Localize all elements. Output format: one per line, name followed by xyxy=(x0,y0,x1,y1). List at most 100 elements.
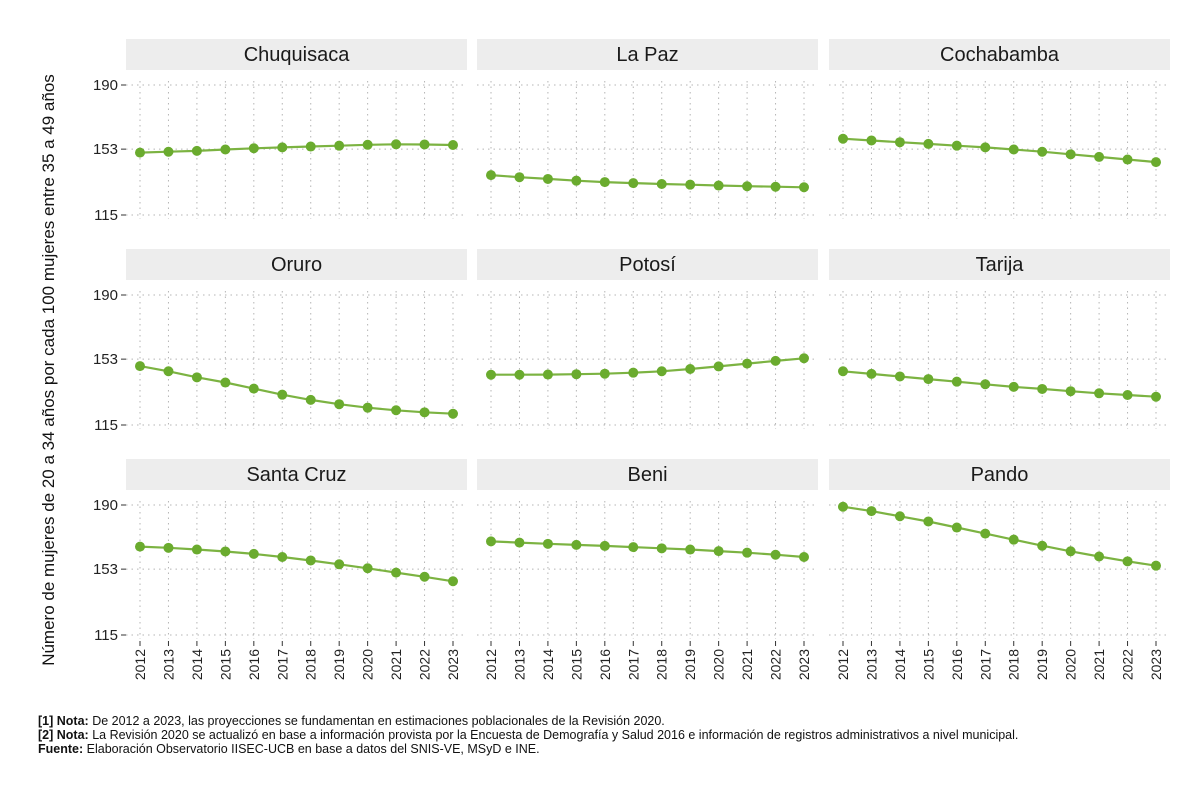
panel-chuquisaca: Chuquisaca 190 153 115 xyxy=(93,39,467,224)
data-point xyxy=(1122,556,1133,567)
panel-title: Santa Cruz xyxy=(246,464,346,486)
data-point xyxy=(656,366,667,377)
panel-title: Beni xyxy=(627,464,667,486)
data-point xyxy=(838,133,848,144)
data-point xyxy=(1065,149,1076,160)
panel-strip xyxy=(829,459,1170,490)
x-tick-label: 2015 xyxy=(920,649,936,680)
x-tick-label: 2015 xyxy=(217,649,233,680)
data-point xyxy=(685,544,696,555)
x-tick-label: 2023 xyxy=(445,649,461,680)
x-tick-label: 2020 xyxy=(360,649,376,680)
series-line xyxy=(842,137,1157,164)
series-line xyxy=(139,365,454,415)
x-tick-label: 2023 xyxy=(1148,649,1164,680)
data-point xyxy=(448,408,458,419)
data-point xyxy=(571,175,582,186)
x-tick-label: 2021 xyxy=(739,649,755,680)
panels-grid: Chuquisaca 190 153 115 La Paz Cochabamba Oruro… xyxy=(93,39,1170,680)
data-point xyxy=(191,372,202,383)
data-point xyxy=(980,142,991,153)
x-tick-label: 2017 xyxy=(625,649,641,680)
data-point xyxy=(951,140,962,151)
data-point xyxy=(628,178,639,189)
data-point xyxy=(1094,551,1105,562)
data-point xyxy=(770,355,781,366)
data-point xyxy=(1122,154,1133,165)
x-tick-label: 2012 xyxy=(835,649,851,680)
x-tick-label: 2019 xyxy=(682,649,698,680)
panel-strip xyxy=(126,459,467,490)
data-point xyxy=(514,369,525,380)
x-tick-label: 2013 xyxy=(511,649,527,680)
data-point xyxy=(191,145,202,156)
note-1: [1] Nota: De 2012 a 2023, las proyeccion… xyxy=(38,714,1188,728)
series-line xyxy=(139,143,454,154)
x-tick-label: 2016 xyxy=(597,649,613,680)
data-point xyxy=(599,540,610,551)
data-point xyxy=(1151,157,1161,168)
data-point xyxy=(599,177,610,188)
x-tick-label: 2017 xyxy=(274,649,290,680)
data-point xyxy=(362,139,373,150)
data-point xyxy=(980,379,991,390)
panel-strip xyxy=(829,249,1170,280)
data-point xyxy=(305,555,316,566)
data-point xyxy=(894,511,905,522)
data-point xyxy=(542,369,553,380)
data-point xyxy=(419,571,430,582)
data-point xyxy=(866,368,877,379)
note-1-text: De 2012 a 2023, las proyecciones se fund… xyxy=(92,714,665,728)
footnotes: [1] Nota: De 2012 a 2023, las proyeccion… xyxy=(38,714,1188,756)
data-point xyxy=(277,389,288,400)
panel-oruro: Oruro 190 153 115 xyxy=(93,249,467,434)
note-1-label: [1] Nota: xyxy=(38,714,89,728)
data-point xyxy=(713,546,724,557)
data-point xyxy=(391,139,402,150)
x-tick-label: 2023 xyxy=(796,649,812,680)
x-tick-label: 2012 xyxy=(132,649,148,680)
series-line xyxy=(842,505,1157,567)
x-tick-label: 2013 xyxy=(160,649,176,680)
data-point xyxy=(1037,146,1048,157)
data-point xyxy=(799,182,809,193)
data-point xyxy=(334,140,345,151)
data-point xyxy=(514,537,525,548)
x-tick-label: 2015 xyxy=(568,649,584,680)
panel-santa-cruz: Santa Cruz 190 153 115 2012 2013 2014 2015 2016 2… xyxy=(93,459,467,680)
x-tick-label: 2012 xyxy=(483,649,499,680)
data-point xyxy=(713,180,724,191)
chart: Número de mujeres de 20 a 34 años por ca… xyxy=(39,39,1170,680)
panel-title: La Paz xyxy=(616,44,678,66)
panel-title: Chuquisaca xyxy=(244,44,351,66)
panel-strip xyxy=(477,249,818,280)
data-point xyxy=(486,536,496,547)
data-point xyxy=(1122,390,1133,401)
data-point xyxy=(713,361,724,372)
data-point xyxy=(923,138,934,149)
data-point xyxy=(220,377,231,388)
data-point xyxy=(1037,383,1048,394)
data-point xyxy=(770,181,781,192)
data-point xyxy=(248,548,259,559)
x-tick-label: 2013 xyxy=(863,649,879,680)
panel-title: Potosí xyxy=(619,254,676,276)
data-point xyxy=(923,374,934,385)
y-tick-label: 153 xyxy=(93,561,118,578)
x-tick-label: 2016 xyxy=(949,649,965,680)
data-point xyxy=(685,179,696,190)
data-point xyxy=(448,576,458,587)
data-point xyxy=(1065,386,1076,397)
data-point xyxy=(305,141,316,152)
data-point xyxy=(866,135,877,146)
data-point xyxy=(220,144,231,155)
data-point xyxy=(135,361,145,372)
series-line xyxy=(491,357,805,376)
x-tick-label: 2020 xyxy=(711,649,727,680)
panel-tarija: Tarija xyxy=(829,249,1170,429)
x-tick-label: 2018 xyxy=(654,649,670,680)
data-point xyxy=(486,369,496,380)
x-tick-label: 2022 xyxy=(768,649,784,680)
data-point xyxy=(838,501,848,512)
y-tick-label: 115 xyxy=(94,627,118,644)
